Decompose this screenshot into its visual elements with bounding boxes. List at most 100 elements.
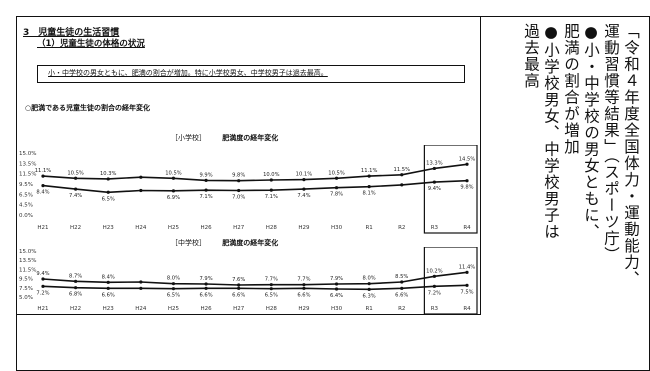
data-point <box>334 287 339 291</box>
series-line <box>42 163 468 182</box>
x-tick-label: H28 <box>266 225 278 231</box>
data-label: 6.6% <box>297 292 310 298</box>
data-label: 7.6% <box>232 277 245 283</box>
x-tick-label: R4 <box>463 306 471 312</box>
subsection-title: （1）児童生徒の体格の状況 <box>37 39 145 49</box>
data-label: 7.0% <box>232 195 245 201</box>
data-label: 8.7% <box>69 273 82 279</box>
data-point <box>74 286 78 290</box>
section-title: 3 児童生徒の生活習慣 <box>23 28 120 38</box>
data-point <box>139 286 143 290</box>
x-tick-label: H24 <box>135 225 147 231</box>
data-point <box>400 286 404 290</box>
data-label: 9.8% <box>460 185 473 191</box>
x-tick-label: H26 <box>201 225 213 231</box>
data-point <box>367 282 371 286</box>
data-point <box>432 180 436 184</box>
data-point <box>106 280 110 284</box>
x-tick-label: H22 <box>70 306 81 312</box>
data-label: 6.6% <box>232 292 245 298</box>
data-label: 14.5% <box>459 156 476 162</box>
chart-elementary-header: ［小学校］ 肥満度の経年変化 <box>171 133 278 143</box>
data-point <box>334 282 339 286</box>
data-point <box>269 178 273 182</box>
x-tick-label: H24 <box>135 306 147 312</box>
data-point <box>400 280 404 284</box>
side-note-line-6: 過去最高 <box>522 23 540 89</box>
x-tick-label: H26 <box>201 306 213 312</box>
x-tick-label: H27 <box>233 225 245 231</box>
data-label: 8.4% <box>102 274 115 280</box>
data-point <box>204 282 208 286</box>
x-tick-label: H21 <box>37 306 48 312</box>
series-line <box>42 284 468 291</box>
y-tick-label: 11.5% <box>19 267 36 273</box>
x-tick-label: H29 <box>298 225 310 231</box>
data-label: 6.4% <box>330 293 343 299</box>
data-label: 6.3% <box>363 293 376 299</box>
chart-junior-school-label: ［中学校］ <box>171 239 206 247</box>
data-label: 10.5% <box>328 170 345 176</box>
data-label: 7.9% <box>199 276 212 282</box>
data-label: 6.5% <box>265 293 278 299</box>
data-label: 7.8% <box>330 192 343 198</box>
data-label: 8.0% <box>167 276 180 282</box>
data-point <box>139 188 143 193</box>
data-label: 7.4% <box>297 193 310 199</box>
data-label: 6.5% <box>167 293 180 299</box>
y-tick-label: 0.0% <box>19 213 33 219</box>
y-tick-label: 5.0% <box>19 295 33 301</box>
frame: 3 児童生徒の生活習慣 （1）児童生徒の体格の状況 小・中学校の男女ともに、肥満… <box>16 16 650 371</box>
data-point <box>204 178 208 182</box>
data-label: 7.2% <box>428 290 441 296</box>
x-tick-label: H28 <box>266 306 278 312</box>
data-point <box>171 176 176 180</box>
data-point <box>269 287 273 291</box>
chart-elementary-title: 肥満度の経年変化 <box>222 134 279 142</box>
data-point <box>269 283 273 287</box>
data-label: 7.1% <box>199 194 212 200</box>
x-tick-label: H22 <box>70 225 81 231</box>
chart-junior: 15.0% 13.5% 11.5% 9.5% 7.5% 5.0% H21 H22 H23 H24 H… <box>19 247 478 314</box>
data-point <box>465 283 469 287</box>
data-label: 7.7% <box>265 277 278 283</box>
data-point <box>41 174 45 178</box>
data-point <box>74 176 78 180</box>
document-excerpt: 3 児童生徒の生活習慣 （1）児童生徒の体格の状況 小・中学校の男女ともに、肥満… <box>17 17 481 315</box>
data-point <box>302 178 306 182</box>
data-point <box>171 287 176 291</box>
data-point <box>334 176 339 180</box>
data-point <box>106 190 110 194</box>
data-point <box>465 270 469 274</box>
data-point <box>400 183 404 187</box>
data-point <box>74 279 78 283</box>
data-label: 7.9% <box>330 276 343 282</box>
x-tick-label: H29 <box>298 306 310 312</box>
data-point <box>139 175 143 179</box>
y-tick-label: 9.5% <box>19 277 33 283</box>
highlight-box <box>423 145 478 234</box>
data-label: 10.0% <box>263 172 280 178</box>
data-point <box>237 188 241 193</box>
data-point <box>367 287 371 291</box>
x-tick-label: R1 <box>365 306 372 312</box>
data-point <box>41 284 45 288</box>
data-point <box>302 286 306 290</box>
x-tick-label: H27 <box>233 306 245 312</box>
y-tick-label: 15.0% <box>19 151 36 157</box>
data-label: 6.5% <box>102 196 115 202</box>
x-tick-label: R3 <box>431 306 439 312</box>
data-point <box>171 189 176 193</box>
data-label: 7.1% <box>265 194 278 200</box>
x-tick-label: H23 <box>103 225 115 231</box>
y-tick-label: 6.5% <box>19 192 33 198</box>
data-label: 13.3% <box>426 160 443 166</box>
data-label: 9.9% <box>199 172 212 178</box>
data-point <box>237 179 241 183</box>
data-point <box>74 187 78 191</box>
x-tick-label: R1 <box>365 225 372 231</box>
data-point <box>367 185 371 189</box>
data-label: 6.6% <box>102 292 115 298</box>
series-line <box>42 179 468 194</box>
data-label: 11.1% <box>35 168 52 174</box>
